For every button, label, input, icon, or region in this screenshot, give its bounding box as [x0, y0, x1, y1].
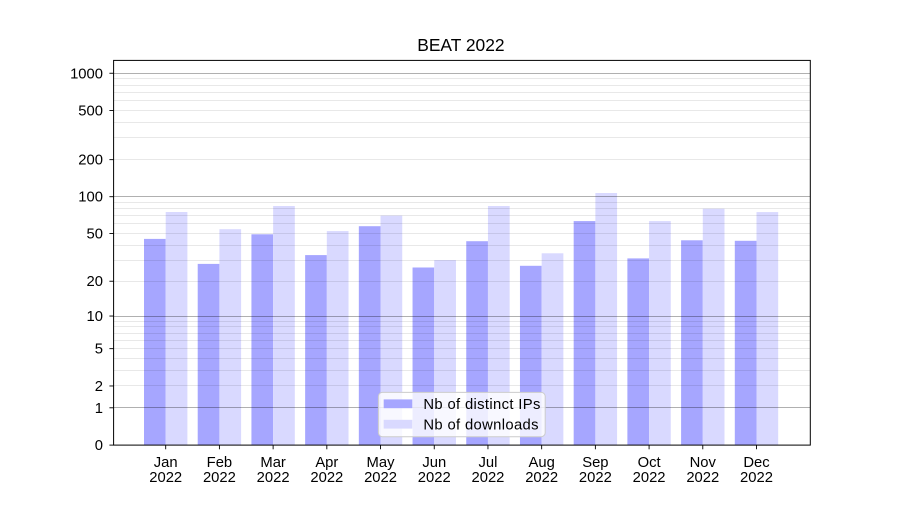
svg-text:50: 50 — [87, 226, 103, 242]
svg-text:Jul: Jul — [478, 455, 497, 471]
svg-text:1000: 1000 — [70, 66, 103, 82]
svg-text:Jun: Jun — [422, 455, 446, 471]
svg-text:500: 500 — [78, 104, 103, 120]
svg-text:2022: 2022 — [149, 470, 182, 486]
svg-text:2022: 2022 — [418, 470, 451, 486]
svg-text:BEAT 2022: BEAT 2022 — [417, 35, 504, 55]
svg-text:5: 5 — [95, 342, 103, 358]
svg-text:100: 100 — [78, 190, 103, 206]
svg-text:Nb of downloads: Nb of downloads — [423, 417, 538, 433]
svg-text:2: 2 — [95, 379, 103, 395]
svg-text:Jan: Jan — [154, 455, 178, 471]
svg-text:Apr: Apr — [315, 455, 338, 471]
svg-text:May: May — [367, 455, 396, 471]
svg-text:2022: 2022 — [310, 470, 343, 486]
svg-text:Dec: Dec — [743, 455, 770, 471]
svg-text:2022: 2022 — [203, 470, 236, 486]
svg-text:2022: 2022 — [579, 470, 612, 486]
svg-text:10: 10 — [87, 309, 103, 325]
svg-text:Sep: Sep — [582, 455, 608, 471]
svg-text:2022: 2022 — [471, 470, 504, 486]
svg-text:2022: 2022 — [633, 470, 666, 486]
svg-text:Nb of distinct IPs: Nb of distinct IPs — [423, 397, 540, 413]
svg-text:Mar: Mar — [260, 455, 286, 471]
svg-text:2022: 2022 — [257, 470, 290, 486]
svg-text:20: 20 — [87, 274, 103, 290]
svg-text:Oct: Oct — [638, 455, 661, 471]
svg-text:1: 1 — [95, 401, 103, 417]
svg-text:2022: 2022 — [525, 470, 558, 486]
svg-text:Feb: Feb — [207, 455, 233, 471]
svg-text:2022: 2022 — [740, 470, 773, 486]
svg-text:Aug: Aug — [528, 455, 554, 471]
svg-text:0: 0 — [95, 438, 103, 454]
svg-text:2022: 2022 — [364, 470, 397, 486]
svg-text:Nov: Nov — [690, 455, 717, 471]
svg-text:200: 200 — [78, 153, 103, 169]
svg-text:2022: 2022 — [686, 470, 719, 486]
